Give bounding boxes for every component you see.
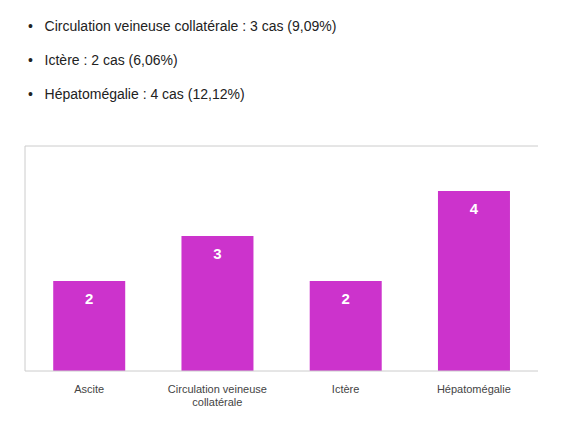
- svg-text:3: 3: [213, 245, 221, 262]
- svg-text:Hépatomégalie: Hépatomégalie: [437, 383, 511, 395]
- svg-text:Ictère: Ictère: [332, 383, 360, 395]
- svg-text:2: 2: [85, 290, 93, 307]
- html-text:• Hépatomégalie : 4 cas (12,12: • Hépatomégalie : 4 cas (12,12%): [28, 86, 245, 102]
- svg-text:2: 2: [342, 290, 350, 307]
- html-text:• Ictère : 2 cas (6,06%): • Ictère : 2 cas (6,06%): [28, 52, 178, 68]
- svg-text:Circulation veineusecollatéral: Circulation veineusecollatérale: [168, 383, 267, 408]
- svg-text:4: 4: [470, 200, 479, 217]
- html-text:• Circulation veineuse collaté: • Circulation veineuse collatérale : 3 c…: [28, 18, 337, 34]
- svg-text:Ascite: Ascite: [74, 383, 104, 395]
